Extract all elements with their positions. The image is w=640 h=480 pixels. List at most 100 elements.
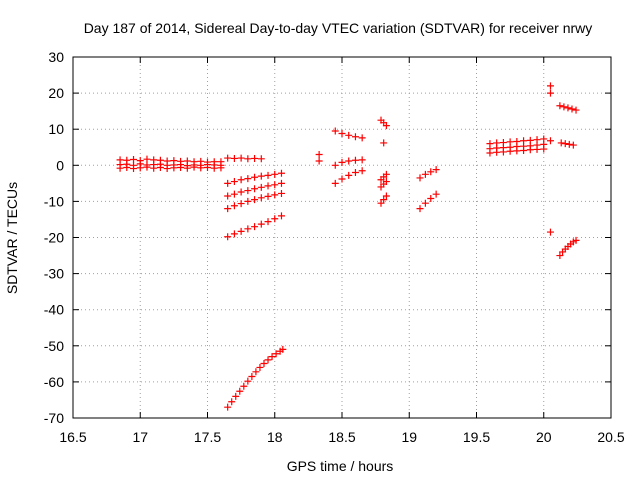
data-point [244, 377, 252, 385]
x-tick-label: 16.5 [59, 429, 86, 445]
data-point [251, 173, 259, 181]
data-point [244, 225, 252, 233]
data-point [331, 179, 339, 187]
data-point [183, 164, 191, 172]
y-tick-label: -20 [44, 230, 64, 246]
data-point [244, 197, 252, 205]
data-point [556, 102, 564, 110]
y-axis: -70 -60 -50 -40 -30 -20 -10 0 10 20 30 [44, 49, 611, 426]
data-point [197, 164, 205, 172]
data-point [228, 398, 236, 406]
data-point [427, 168, 435, 176]
data-point [116, 164, 124, 172]
x-tick-label: 18.5 [328, 429, 355, 445]
data-point [244, 187, 252, 195]
y-tick-label: 0 [56, 157, 64, 173]
data-point [230, 154, 238, 162]
grid-lines [73, 57, 611, 418]
data-point [264, 182, 272, 190]
series-col-18.8-c [377, 192, 390, 207]
y-tick-label: 30 [48, 49, 64, 65]
data-point [358, 134, 366, 142]
data-point [224, 154, 232, 162]
series-diag-4 [224, 212, 285, 241]
data-point [224, 179, 232, 187]
data-point [493, 148, 501, 156]
data-point [272, 350, 280, 358]
data-point [177, 163, 185, 171]
data-point [271, 170, 279, 178]
data-point [237, 188, 245, 196]
series-diag-3 [224, 189, 285, 213]
data-point [230, 178, 238, 186]
series-d-19.1-b [416, 190, 440, 213]
data-point [315, 150, 323, 158]
data-point [331, 127, 339, 135]
data-point [136, 164, 144, 172]
y-tick-label: 20 [48, 85, 64, 101]
data-point [377, 199, 385, 207]
x-axis-label: GPS time / hours [287, 458, 394, 474]
data-point [257, 183, 265, 191]
y-axis-label: SDTVAR / TECUs [4, 182, 20, 294]
data-point [232, 392, 240, 400]
data-point [382, 170, 390, 178]
data-point [345, 171, 353, 179]
data-point [315, 157, 323, 165]
data-point [224, 192, 232, 200]
data-point [277, 179, 285, 187]
data-point [264, 356, 272, 364]
series-d-20.2-low [556, 236, 580, 260]
data-point [331, 161, 339, 169]
series-low-18.5 [331, 167, 366, 187]
data-point [257, 220, 265, 228]
data-points [116, 82, 580, 411]
series-band-19.8-c [486, 145, 548, 157]
data-point [251, 154, 259, 162]
data-point [257, 172, 265, 180]
data-point [382, 122, 390, 130]
series-d-20.2-mid [557, 139, 577, 149]
x-tick-label: 17 [132, 429, 148, 445]
y-tick-label: -10 [44, 193, 64, 209]
data-point [264, 171, 272, 179]
series-mid-18.5 [331, 156, 366, 169]
data-point [416, 205, 424, 213]
data-point [271, 191, 279, 199]
data-point [345, 131, 353, 139]
data-point [513, 147, 521, 155]
series-col-18.8-a [377, 170, 390, 184]
y-tick-label: -70 [44, 410, 64, 426]
series-col-18.8-sq [380, 139, 388, 147]
x-axis: 16.5 17 17.5 18 18.5 19 19.5 20 20.5 [59, 57, 625, 445]
data-point [240, 382, 248, 390]
data-point [150, 164, 158, 172]
data-point [358, 156, 366, 164]
data-point [230, 230, 238, 238]
data-point [277, 189, 285, 197]
data-point [338, 130, 346, 138]
data-point [230, 202, 238, 210]
data-point [380, 139, 388, 147]
series-flat-17.7 [224, 154, 265, 163]
x-tick-label: 20.5 [597, 429, 624, 445]
data-point [338, 158, 346, 166]
data-point [123, 163, 131, 171]
x-tick-label: 20 [536, 429, 552, 445]
data-point [248, 372, 256, 380]
data-point [533, 145, 541, 153]
data-point [345, 157, 353, 165]
series-pair-18.3 [315, 150, 323, 165]
y-tick-label: 10 [48, 121, 64, 137]
data-point [156, 163, 164, 171]
series-band-17-c [116, 163, 225, 173]
x-tick-label: 19 [401, 429, 417, 445]
series-upper-18.5 [331, 127, 366, 142]
data-point [237, 154, 245, 162]
data-point [271, 181, 279, 189]
data-point [257, 155, 265, 163]
series-d-20.2-top [556, 102, 580, 114]
data-point [486, 149, 494, 157]
data-point [224, 205, 232, 213]
